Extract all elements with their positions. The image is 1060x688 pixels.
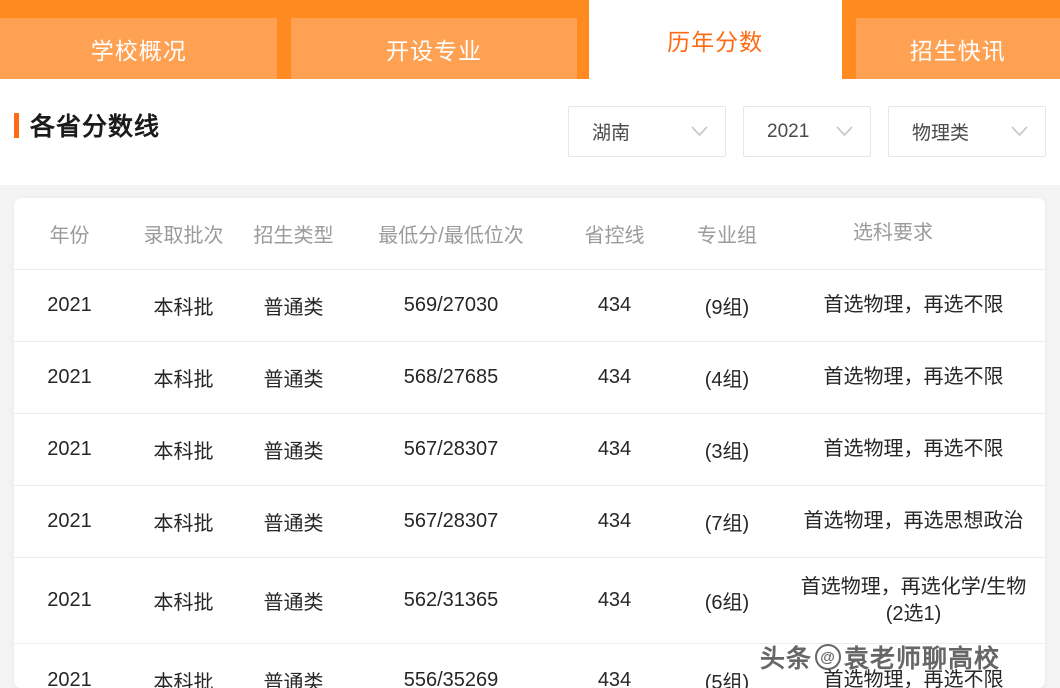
subject-select[interactable]: 物理类 (888, 106, 1046, 157)
column-header-batch: 录取批次 (143, 225, 224, 247)
cell-type: 普通类 (263, 671, 324, 688)
cell-year: 2021 (47, 438, 92, 460)
table-row[interactable]: 2021 本科批 普通类 556/35269 434 (5组) 首选物理，再选不… (14, 644, 1045, 688)
tab-admission-news[interactable]: 招生快讯 (855, 18, 1060, 79)
table-row[interactable]: 2021 本科批 普通类 567/28307 434 (7组) 首选物理，再选思… (14, 486, 1045, 558)
scores-table-card: 年份 录取批次 招生类型 最低分/最低位次 省控线 专业组 选科要求 2021 … (14, 198, 1045, 688)
year-select-value: 2021 (767, 120, 810, 142)
tab-label: 历年分数 (667, 28, 764, 55)
title-accent-bar (14, 112, 19, 138)
cell-type: 普通类 (263, 592, 324, 614)
subject-select-value: 物理类 (912, 123, 970, 144)
table-header-row: 年份 录取批次 招生类型 最低分/最低位次 省控线 专业组 选科要求 (14, 198, 1045, 270)
cell-province-line: 434 (597, 438, 632, 460)
cell-major-group: (5组) (704, 671, 750, 688)
cell-year: 2021 (47, 668, 92, 688)
column-header-requirement: 选科要求 (853, 222, 933, 244)
province-select[interactable]: 湖南 (568, 106, 726, 157)
cell-batch: 本科批 (153, 671, 214, 688)
cell-batch: 本科批 (153, 369, 214, 391)
table-row[interactable]: 2021 本科批 普通类 569/27030 434 (9组) 首选物理，再选不… (14, 270, 1045, 342)
cell-score-rank: 567/28307 (403, 438, 499, 460)
cell-requirement: 首选物理，再选不限 (823, 438, 1004, 460)
tab-label: 招生快讯 (909, 37, 1006, 64)
chevron-down-icon (691, 126, 708, 137)
cell-type: 普通类 (263, 441, 324, 463)
cell-province-line: 434 (597, 366, 632, 388)
page-title: 各省分数线 (30, 113, 161, 141)
cell-province-line: 434 (597, 668, 632, 688)
tab-school-overview[interactable]: 学校概况 (0, 18, 278, 79)
cell-major-group: (4组) (704, 369, 750, 391)
cell-province-line: 434 (597, 589, 632, 611)
tab-historical-scores[interactable]: 历年分数 (588, 0, 842, 79)
cell-type: 普通类 (263, 369, 324, 391)
year-select[interactable]: 2021 (743, 106, 871, 157)
filter-group: 湖南 2021 物理类 (568, 106, 1046, 157)
cell-province-line: 434 (597, 510, 632, 532)
page-title-wrap: 各省分数线 (14, 107, 160, 143)
cell-year: 2021 (47, 589, 92, 611)
cell-requirement: 首选物理，再选化学/生物(2选1) (800, 575, 1027, 625)
cell-major-group: (3组) (704, 441, 750, 463)
cell-year: 2021 (47, 366, 92, 388)
table-row[interactable]: 2021 本科批 普通类 568/27685 434 (4组) 首选物理，再选不… (14, 342, 1045, 414)
cell-year: 2021 (47, 294, 92, 316)
table-row[interactable]: 2021 本科批 普通类 567/28307 434 (3组) 首选物理，再选不… (14, 414, 1045, 486)
cell-batch: 本科批 (153, 297, 214, 319)
cell-major-group: (9组) (704, 297, 750, 319)
chevron-down-icon (836, 126, 853, 137)
cell-province-line: 434 (597, 294, 632, 316)
section-header: 各省分数线 湖南 2021 物理类 (0, 79, 1060, 185)
cell-batch: 本科批 (153, 441, 214, 463)
cell-batch: 本科批 (153, 592, 214, 614)
table-row[interactable]: 2021 本科批 普通类 562/31365 434 (6组) 首选物理，再选化… (14, 558, 1045, 644)
tab-majors-offered[interactable]: 开设专业 (291, 18, 577, 79)
cell-batch: 本科批 (153, 513, 214, 535)
cell-score-rank: 568/27685 (403, 366, 499, 388)
cell-type: 普通类 (263, 513, 324, 535)
province-select-value: 湖南 (592, 123, 631, 144)
column-header-year: 年份 (49, 225, 90, 247)
cell-score-rank: 556/35269 (403, 668, 499, 688)
cell-requirement: 首选物理，再选思想政治 (803, 510, 1024, 532)
cell-requirement: 首选物理，再选不限 (823, 366, 1004, 388)
cell-type: 普通类 (263, 297, 324, 319)
column-header-type: 招生类型 (253, 225, 334, 247)
column-header-score-rank: 最低分/最低位次 (378, 225, 524, 247)
tab-label: 开设专业 (385, 37, 482, 64)
cell-major-group: (6组) (704, 592, 750, 614)
cell-year: 2021 (47, 510, 92, 532)
cell-requirement: 首选物理，再选不限 (823, 668, 1004, 688)
cell-score-rank: 562/31365 (403, 589, 499, 611)
tab-label: 学校概况 (90, 37, 187, 64)
cell-major-group: (7组) (704, 513, 750, 535)
chevron-down-icon (1011, 126, 1028, 137)
cell-requirement: 首选物理，再选不限 (823, 294, 1004, 316)
column-header-province-line: 省控线 (584, 225, 645, 247)
cell-score-rank: 569/27030 (403, 294, 499, 316)
column-header-major-group: 专业组 (697, 225, 757, 247)
top-tab-bar: 学校概况 开设专业 历年分数 招生快讯 (0, 0, 1060, 79)
cell-score-rank: 567/28307 (403, 510, 499, 532)
